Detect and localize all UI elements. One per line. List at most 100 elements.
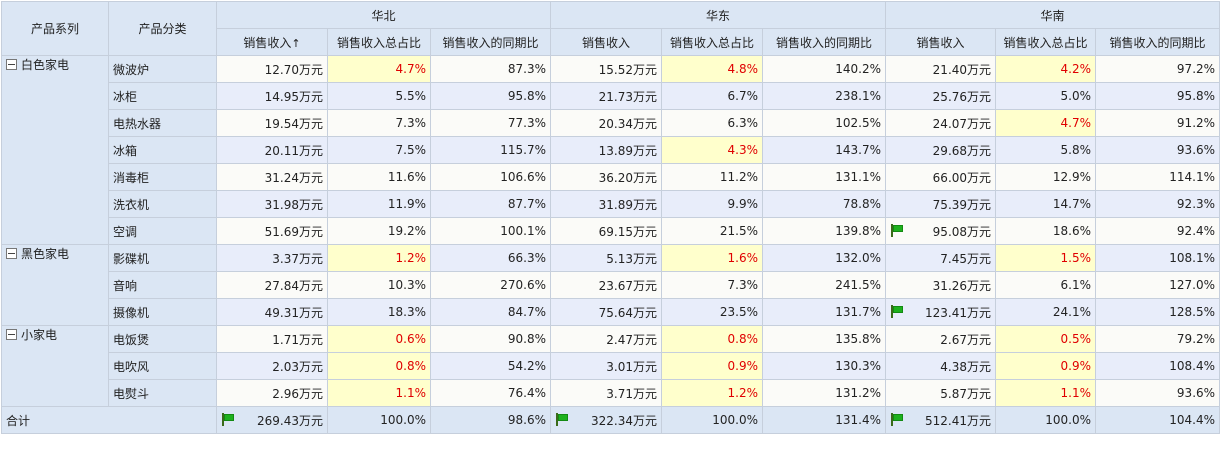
yoy-cell[interactable]: 143.7% xyxy=(762,136,887,164)
yoy-cell[interactable]: 241.5% xyxy=(762,271,887,299)
share-cell[interactable]: 5.8% xyxy=(995,136,1097,164)
collapse-toggle-icon[interactable] xyxy=(6,329,17,340)
share-cell[interactable]: 0.9% xyxy=(995,352,1097,380)
yoy-cell[interactable]: 92.3% xyxy=(1095,190,1220,218)
revenue-cell[interactable]: 123.41万元 xyxy=(885,298,997,326)
revenue-cell[interactable]: 1.71万元 xyxy=(216,325,328,353)
revenue-cell[interactable]: 49.31万元 xyxy=(216,298,328,326)
metric-header-share[interactable]: 销售收入总占比 xyxy=(327,28,431,56)
revenue-cell[interactable]: 2.03万元 xyxy=(216,352,328,380)
revenue-cell[interactable]: 5.87万元 xyxy=(885,379,997,407)
share-cell[interactable]: 4.7% xyxy=(995,109,1097,137)
share-cell[interactable]: 18.6% xyxy=(995,217,1097,245)
share-cell[interactable]: 1.1% xyxy=(995,379,1097,407)
revenue-cell[interactable]: 25.76万元 xyxy=(885,82,997,110)
yoy-cell[interactable]: 84.7% xyxy=(429,298,552,326)
share-cell[interactable]: 4.7% xyxy=(327,55,431,83)
yoy-cell[interactable]: 135.8% xyxy=(762,325,887,353)
metric-header-yoy[interactable]: 销售收入的同期比 xyxy=(429,28,552,56)
revenue-cell[interactable]: 20.11万元 xyxy=(216,136,328,164)
yoy-cell[interactable]: 100.1% xyxy=(429,217,552,245)
yoy-cell[interactable]: 93.6% xyxy=(1095,379,1220,407)
revenue-cell[interactable]: 4.38万元 xyxy=(885,352,997,380)
yoy-cell[interactable]: 131.1% xyxy=(762,163,887,191)
yoy-cell[interactable]: 108.4% xyxy=(1095,352,1220,380)
revenue-cell[interactable]: 27.84万元 xyxy=(216,271,328,299)
share-cell[interactable]: 0.8% xyxy=(327,352,431,380)
share-cell[interactable]: 10.3% xyxy=(327,271,431,299)
revenue-cell[interactable]: 20.34万元 xyxy=(550,109,663,137)
revenue-cell[interactable]: 66.00万元 xyxy=(885,163,997,191)
total-revenue-cell[interactable]: 322.34万元 xyxy=(550,406,663,434)
total-share-cell[interactable]: 100.0% xyxy=(995,406,1097,434)
yoy-cell[interactable]: 76.4% xyxy=(429,379,552,407)
sort-ascending-icon[interactable]: ↑ xyxy=(291,36,301,50)
revenue-cell[interactable]: 21.73万元 xyxy=(550,82,663,110)
share-cell[interactable]: 18.3% xyxy=(327,298,431,326)
share-cell[interactable]: 6.3% xyxy=(661,109,764,137)
share-cell[interactable]: 1.5% xyxy=(995,244,1097,272)
share-cell[interactable]: 0.6% xyxy=(327,325,431,353)
yoy-cell[interactable]: 97.2% xyxy=(1095,55,1220,83)
share-cell[interactable]: 7.3% xyxy=(327,109,431,137)
share-cell[interactable]: 23.5% xyxy=(661,298,764,326)
yoy-cell[interactable]: 78.8% xyxy=(762,190,887,218)
metric-header-share[interactable]: 销售收入总占比 xyxy=(995,28,1097,56)
revenue-cell[interactable]: 24.07万元 xyxy=(885,109,997,137)
revenue-cell[interactable]: 3.01万元 xyxy=(550,352,663,380)
revenue-cell[interactable]: 36.20万元 xyxy=(550,163,663,191)
revenue-cell[interactable]: 15.52万元 xyxy=(550,55,663,83)
metric-header-revenue[interactable]: 销售收入 xyxy=(550,28,663,56)
share-cell[interactable]: 11.9% xyxy=(327,190,431,218)
revenue-cell[interactable]: 31.98万元 xyxy=(216,190,328,218)
share-cell[interactable]: 19.2% xyxy=(327,217,431,245)
region-header-huabei[interactable]: 华北 xyxy=(215,1,552,29)
revenue-cell[interactable]: 31.89万元 xyxy=(550,190,663,218)
yoy-cell[interactable]: 90.8% xyxy=(429,325,552,353)
total-share-cell[interactable]: 100.0% xyxy=(661,406,764,434)
revenue-cell[interactable]: 7.45万元 xyxy=(885,244,997,272)
share-cell[interactable]: 12.9% xyxy=(995,163,1097,191)
share-cell[interactable]: 7.3% xyxy=(661,271,764,299)
revenue-cell[interactable]: 2.47万元 xyxy=(550,325,663,353)
collapse-toggle-icon[interactable] xyxy=(6,248,17,259)
revenue-cell[interactable]: 2.96万元 xyxy=(216,379,328,407)
share-cell[interactable]: 24.1% xyxy=(995,298,1097,326)
yoy-cell[interactable]: 79.2% xyxy=(1095,325,1220,353)
share-cell[interactable]: 6.7% xyxy=(661,82,764,110)
collapse-toggle-icon[interactable] xyxy=(6,59,17,70)
share-cell[interactable]: 0.5% xyxy=(995,325,1097,353)
yoy-cell[interactable]: 131.2% xyxy=(762,379,887,407)
share-cell[interactable]: 4.8% xyxy=(661,55,764,83)
yoy-cell[interactable]: 106.6% xyxy=(429,163,552,191)
revenue-cell[interactable]: 29.68万元 xyxy=(885,136,997,164)
yoy-cell[interactable]: 132.0% xyxy=(762,244,887,272)
series-header[interactable]: 产品系列 xyxy=(1,1,109,56)
metric-header-revenue[interactable]: 销售收入 xyxy=(885,28,997,56)
revenue-cell[interactable]: 75.39万元 xyxy=(885,190,997,218)
revenue-cell[interactable]: 75.64万元 xyxy=(550,298,663,326)
revenue-cell[interactable]: 3.71万元 xyxy=(550,379,663,407)
share-cell[interactable]: 0.9% xyxy=(661,352,764,380)
revenue-cell[interactable]: 5.13万元 xyxy=(550,244,663,272)
yoy-cell[interactable]: 54.2% xyxy=(429,352,552,380)
yoy-cell[interactable]: 102.5% xyxy=(762,109,887,137)
yoy-cell[interactable]: 95.8% xyxy=(1095,82,1220,110)
share-cell[interactable]: 11.6% xyxy=(327,163,431,191)
revenue-cell[interactable]: 31.24万元 xyxy=(216,163,328,191)
region-header-huanan[interactable]: 华南 xyxy=(885,1,1220,29)
share-cell[interactable]: 4.3% xyxy=(661,136,764,164)
share-cell[interactable]: 14.7% xyxy=(995,190,1097,218)
yoy-cell[interactable]: 115.7% xyxy=(429,136,552,164)
metric-header-share[interactable]: 销售收入总占比 xyxy=(661,28,764,56)
share-cell[interactable]: 21.5% xyxy=(661,217,764,245)
yoy-cell[interactable]: 92.4% xyxy=(1095,217,1220,245)
yoy-cell[interactable]: 87.7% xyxy=(429,190,552,218)
yoy-cell[interactable]: 128.5% xyxy=(1095,298,1220,326)
metric-header-yoy[interactable]: 销售收入的同期比 xyxy=(1095,28,1220,56)
yoy-cell[interactable]: 139.8% xyxy=(762,217,887,245)
revenue-cell[interactable]: 12.70万元 xyxy=(216,55,328,83)
share-cell[interactable]: 4.2% xyxy=(995,55,1097,83)
share-cell[interactable]: 0.8% xyxy=(661,325,764,353)
yoy-cell[interactable]: 108.1% xyxy=(1095,244,1220,272)
